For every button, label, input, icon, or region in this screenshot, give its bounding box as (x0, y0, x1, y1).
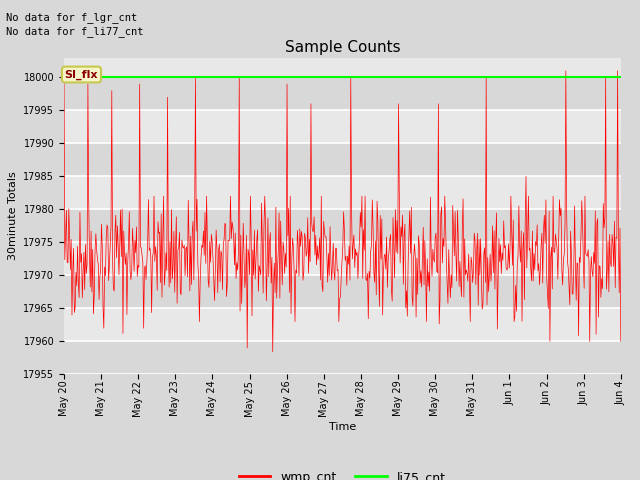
Bar (64, 77, 621, 110)
Text: No data for f_li77_cnt: No data for f_li77_cnt (6, 26, 144, 37)
Bar (64, 276, 621, 309)
Bar (64, 144, 621, 177)
Bar (64, 209, 621, 242)
Text: No data for f_lgr_cnt: No data for f_lgr_cnt (6, 12, 138, 23)
Title: Sample Counts: Sample Counts (285, 40, 400, 55)
Bar (64, 110, 621, 144)
Bar (64, 341, 621, 374)
Bar (64, 177, 621, 209)
Bar (64, 242, 621, 276)
Bar (64, 309, 621, 341)
X-axis label: Time: Time (329, 422, 356, 432)
Y-axis label: 30minute Totals: 30minute Totals (8, 172, 18, 260)
Text: SI_flx: SI_flx (65, 70, 99, 80)
Legend: wmp_cnt, li75_cnt: wmp_cnt, li75_cnt (234, 466, 451, 480)
